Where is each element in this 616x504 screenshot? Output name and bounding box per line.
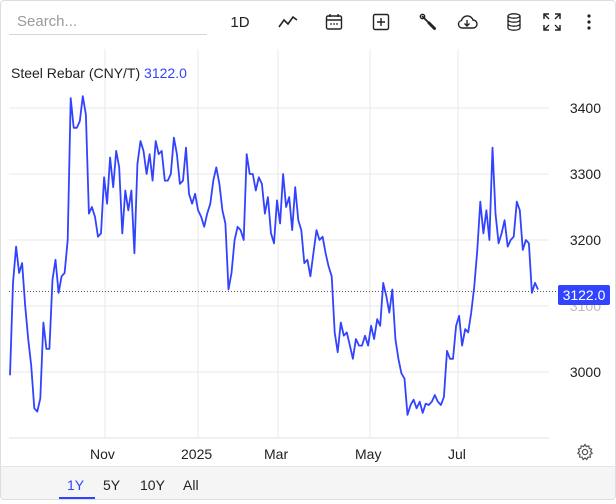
symbol-last-value: 3122.0 xyxy=(144,65,187,81)
y-tick-label: 3000 xyxy=(569,364,601,380)
active-range-indicator xyxy=(59,497,95,499)
y-tick-label: 3400 xyxy=(569,100,601,116)
symbol-name: Steel Rebar (CNY/T) xyxy=(11,65,141,81)
range-1y[interactable]: 1Y xyxy=(67,477,85,493)
x-tick-label: Jul xyxy=(448,446,466,462)
database-icon[interactable] xyxy=(499,9,529,35)
x-tick-label: 2025 xyxy=(181,446,213,462)
symbol-legend: Steel Rebar (CNY/T) 3122.0 xyxy=(11,65,187,81)
interval-button[interactable]: 1D xyxy=(230,13,250,31)
cloud-download-icon[interactable] xyxy=(452,9,482,35)
range-all[interactable]: All xyxy=(183,477,199,493)
last-price-badge: 3122.0 xyxy=(558,285,610,305)
range-10y[interactable]: 10Y xyxy=(140,477,165,493)
settings-wrench-icon[interactable] xyxy=(413,9,443,35)
y-tick-label: 3200 xyxy=(569,232,601,248)
x-tick-label: May xyxy=(355,446,382,462)
fullscreen-icon[interactable] xyxy=(537,9,567,35)
x-tick-label: Nov xyxy=(90,446,115,462)
series-line xyxy=(9,95,539,416)
range-selector: 1Y 5Y 10Y All xyxy=(1,466,615,499)
toolbar: Search... 1D xyxy=(1,1,615,43)
range-5y[interactable]: 5Y xyxy=(103,477,121,493)
add-indicator-icon[interactable] xyxy=(366,9,396,35)
y-tick-label: 3300 xyxy=(569,166,601,182)
more-vertical-icon[interactable] xyxy=(579,9,599,35)
gear-icon[interactable] xyxy=(576,443,594,466)
calendar-icon[interactable] xyxy=(319,9,349,35)
search-input[interactable]: Search... xyxy=(9,7,207,35)
line-chart-icon[interactable] xyxy=(273,9,303,35)
x-tick-label: Mar xyxy=(264,446,289,462)
